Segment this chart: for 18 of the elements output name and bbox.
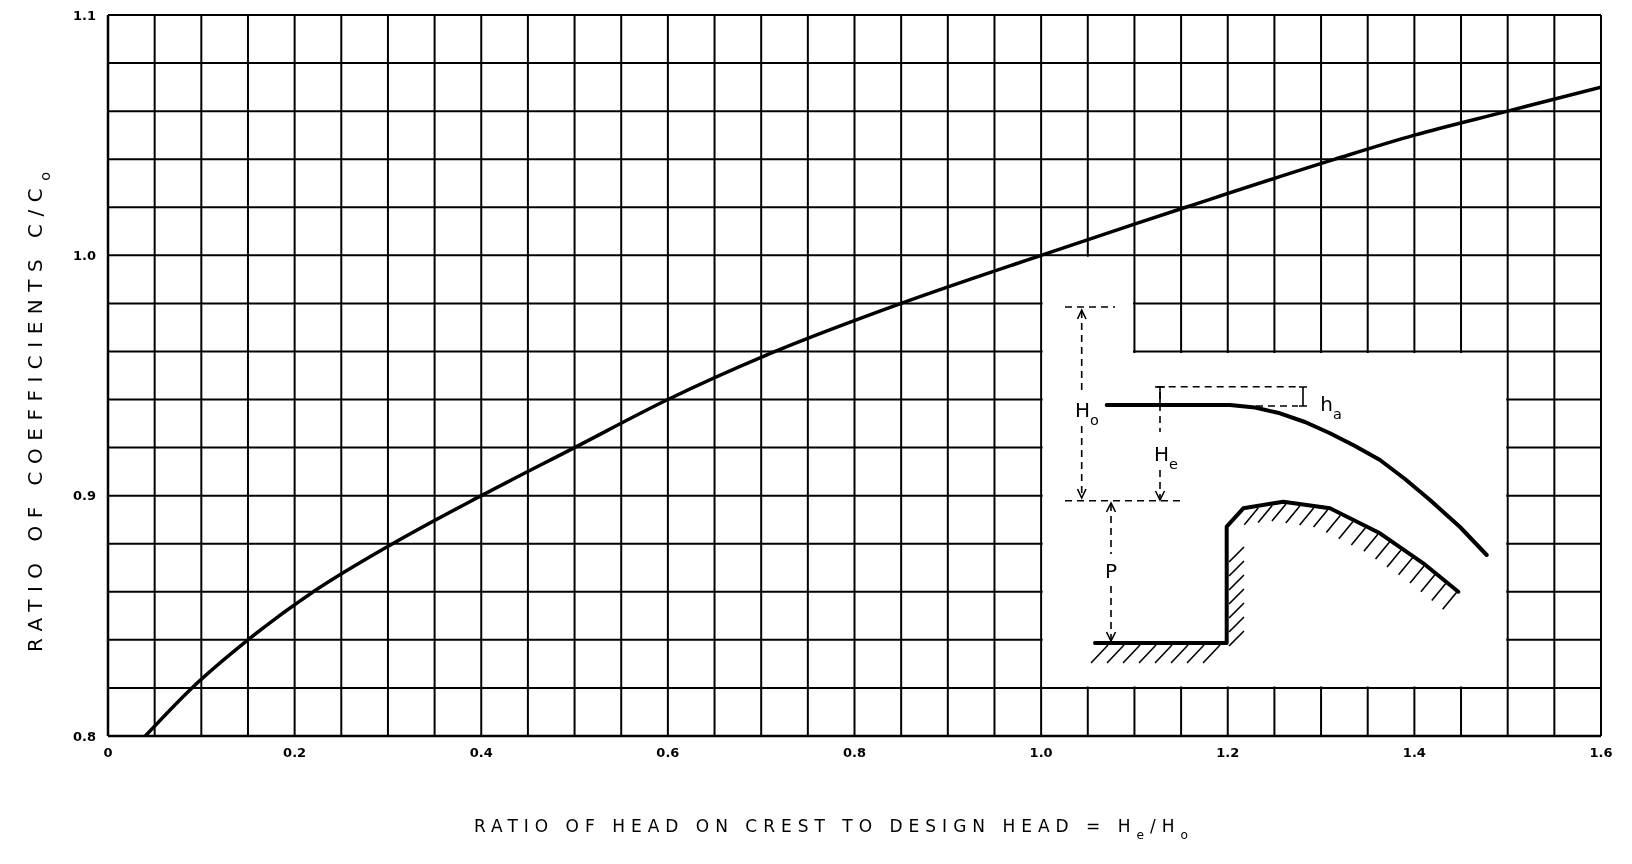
y-tick-label: 0.9 [72,488,96,504]
x-tick-label: 0 [103,745,113,761]
x-tick-label: 0.2 [283,745,307,761]
annotation: P [1104,559,1118,583]
x-tick-label: 1.4 [1402,745,1426,761]
y-tick-label: 1.0 [72,247,96,263]
annotation: H$_{o}$ [1075,398,1100,428]
x-tick-label: 0.8 [842,745,867,761]
y-tick-label: 0.8 [72,728,96,744]
x-tick-label: 1.6 [1589,745,1613,761]
annotation: H$_{e}$ [1154,442,1179,472]
x-tick-label: 1.0 [1029,745,1053,761]
x-tick-label: 0.4 [469,745,493,761]
y-tick-label: 1.1 [72,7,96,23]
x-tick-label: 0.6 [656,745,680,761]
x-tick-label: 1.2 [1216,745,1240,761]
x-axis-title: RATIO OF HEAD ON CREST TO DESIGN HEAD = H$_{e}$/H$_{o}$ [474,816,1195,842]
annotation: h$_{a}$ [1320,392,1342,422]
